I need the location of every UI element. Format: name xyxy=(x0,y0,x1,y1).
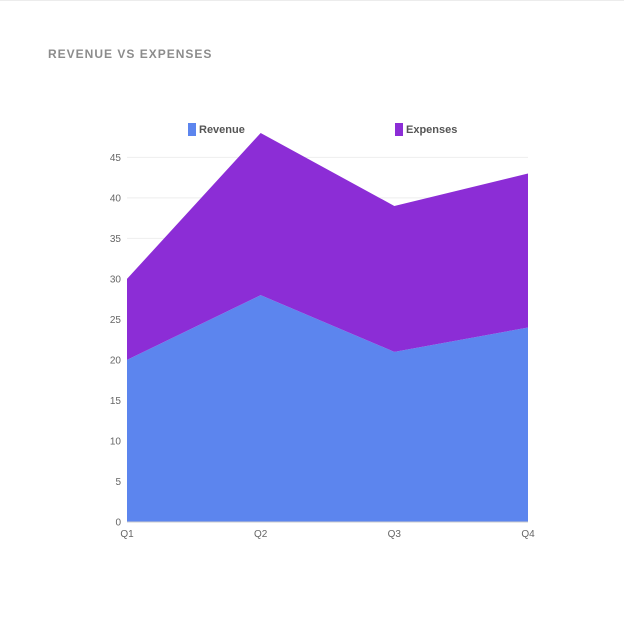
legend-label: Expenses xyxy=(406,124,457,136)
area-revenue xyxy=(127,295,528,522)
y-tick-label: 30 xyxy=(110,274,122,285)
legend-label: Revenue xyxy=(199,124,245,136)
y-tick-label: 15 xyxy=(110,396,122,407)
legend-item-expenses[interactable]: Expenses xyxy=(395,123,457,136)
y-tick-label: 25 xyxy=(110,315,122,326)
legend: Revenue Expenses xyxy=(188,123,457,136)
y-tick-label: 45 xyxy=(110,153,122,164)
series-areas xyxy=(127,133,528,522)
x-tick-label: Q4 xyxy=(521,529,535,540)
legend-swatch xyxy=(188,123,196,136)
y-axis: 0 5 10 15 20 25 30 35 40 45 xyxy=(110,153,122,529)
y-tick-label: 40 xyxy=(110,193,122,204)
chart-title: REVENUE VS EXPENSES xyxy=(48,47,213,61)
y-tick-label: 10 xyxy=(110,436,122,447)
legend-item-revenue[interactable]: Revenue xyxy=(188,123,245,136)
y-tick-label: 35 xyxy=(110,234,122,245)
y-tick-label: 0 xyxy=(115,518,121,529)
legend-swatch xyxy=(395,123,403,136)
y-tick-label: 5 xyxy=(115,477,121,488)
area-expenses xyxy=(127,133,528,360)
x-tick-label: Q1 xyxy=(120,529,134,540)
x-tick-label: Q2 xyxy=(254,529,268,540)
x-tick-label: Q3 xyxy=(388,529,402,540)
x-axis: Q1 Q2 Q3 Q4 xyxy=(120,521,535,540)
y-tick-label: 20 xyxy=(110,355,122,366)
